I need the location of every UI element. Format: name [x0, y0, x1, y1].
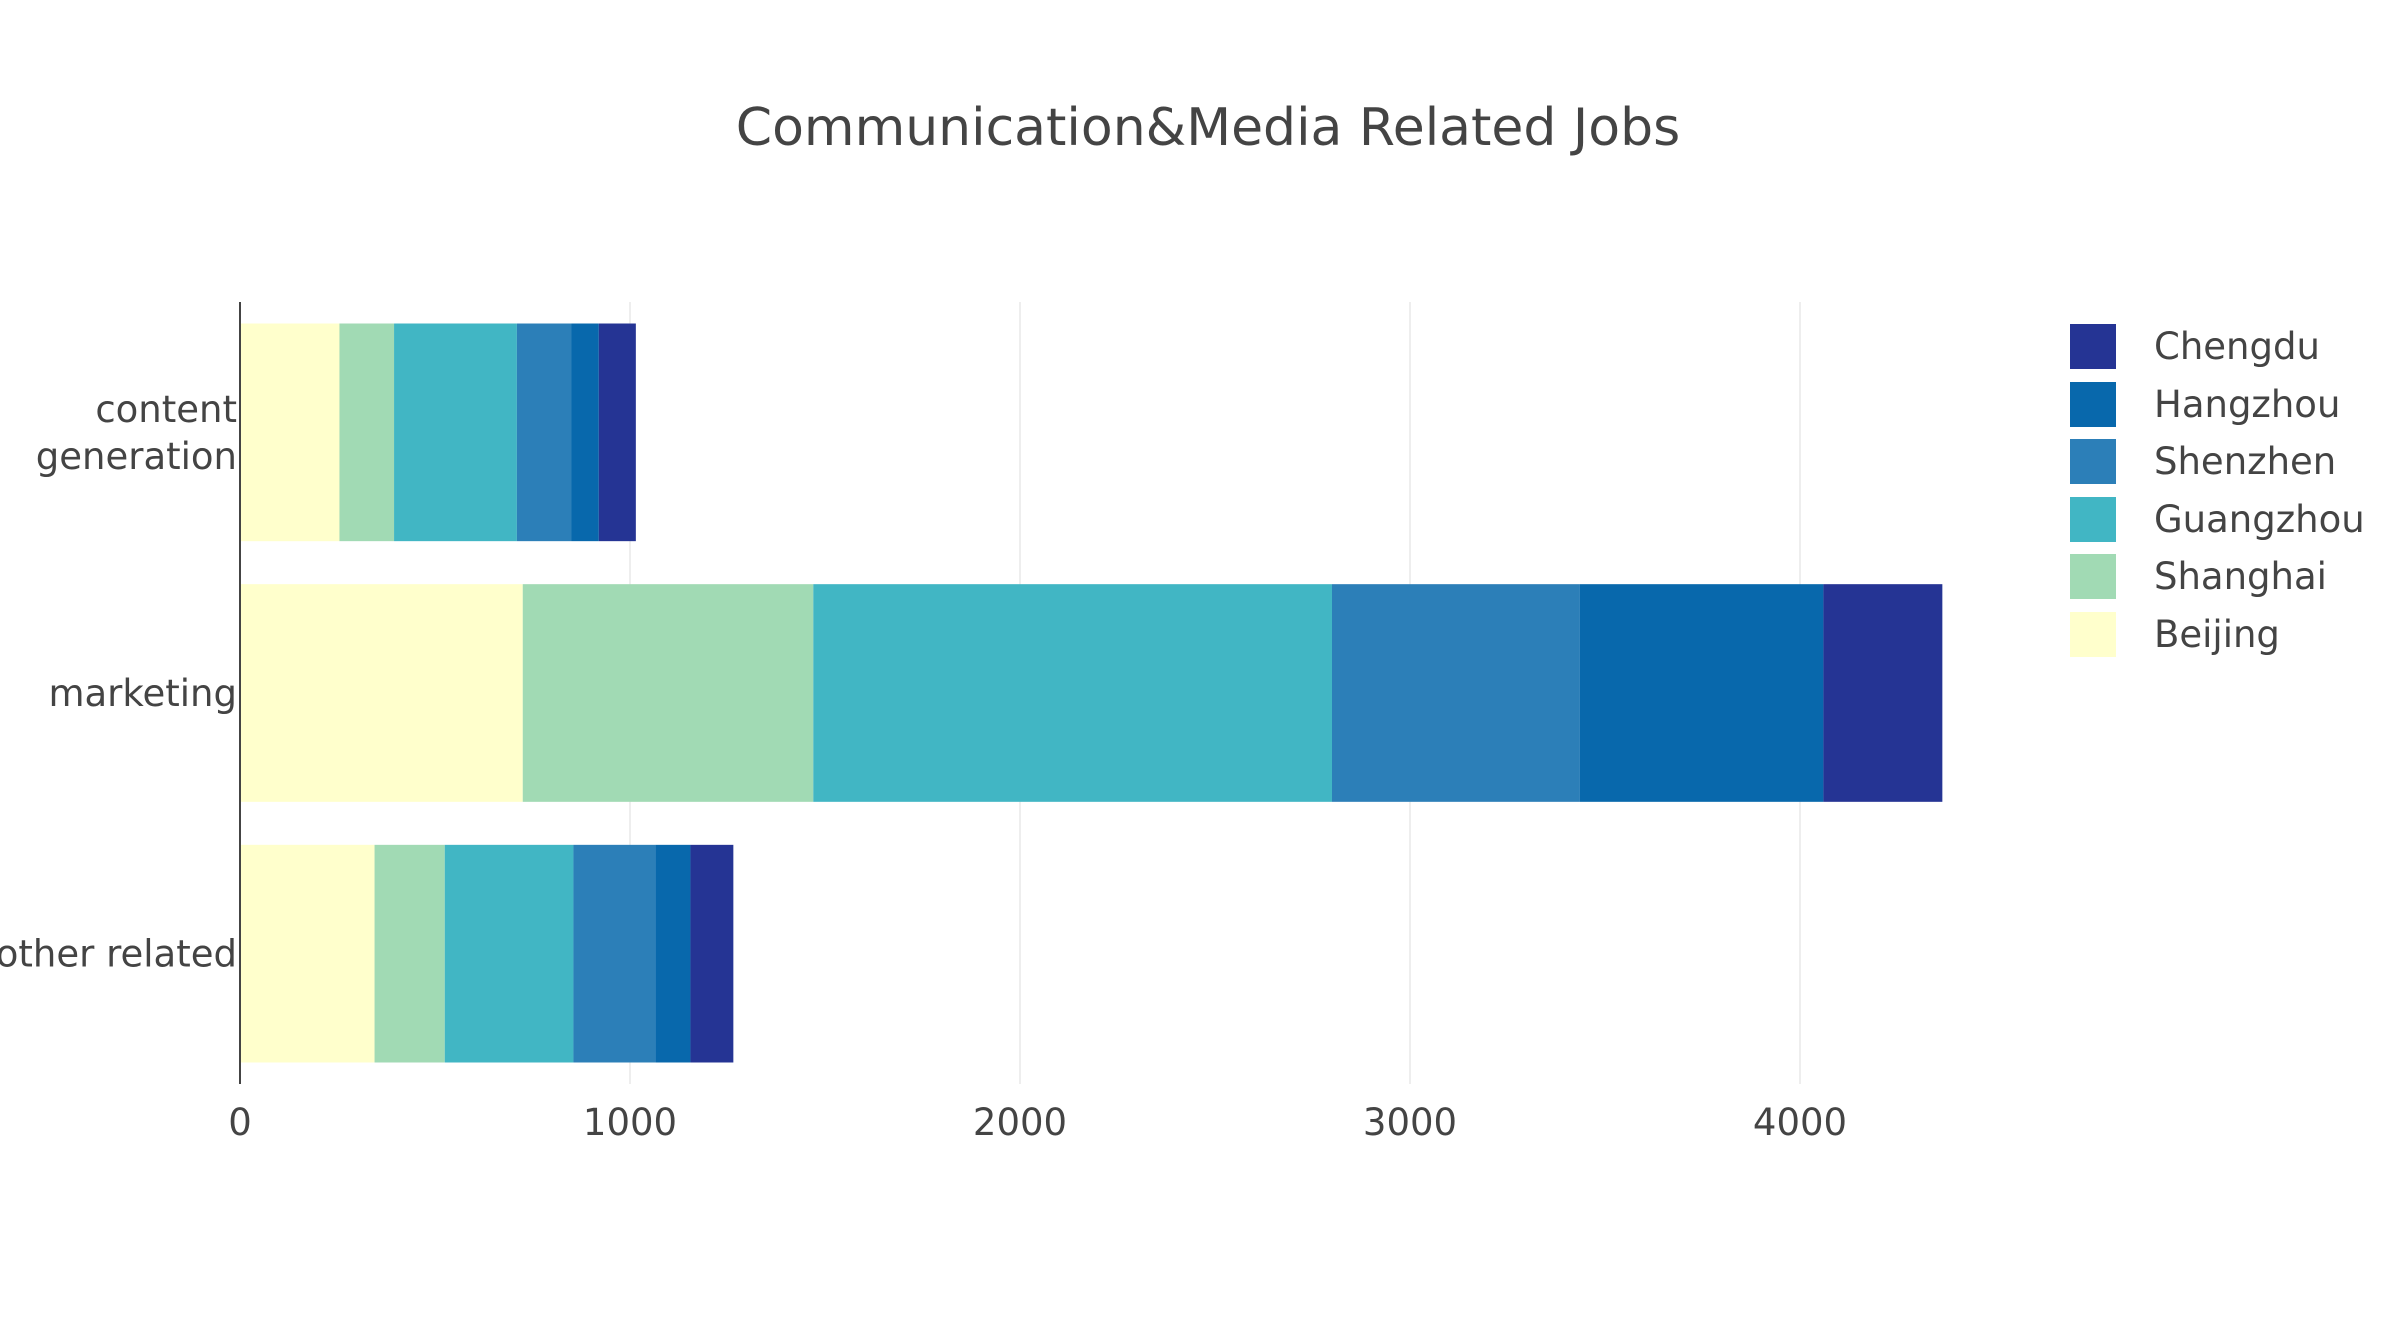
category-label-marketing: marketing [48, 672, 237, 715]
bar-chengdu-content-generation [598, 323, 636, 542]
x-tick-label: 0 [228, 1101, 252, 1144]
category-label-other-related: other related [0, 933, 237, 976]
legend-label: Shanghai [2154, 555, 2327, 599]
legend-item-hangzhou[interactable]: Hangzhou [2070, 376, 2365, 434]
chart-title: Communication&Media Related Jobs [735, 98, 1681, 158]
legend-swatch [2070, 439, 2116, 485]
x-tick-label: 4000 [1753, 1101, 1847, 1144]
bar-shanghai-marketing [522, 584, 814, 802]
bar-shenzhen-marketing [1332, 584, 1580, 802]
legend-label: Chengdu [2154, 325, 2320, 369]
bar-beijing-content-generation [240, 323, 340, 542]
x-tick-label: 1000 [583, 1101, 677, 1144]
legend-label: Hangzhou [2154, 382, 2341, 426]
bar-chengdu-other-related [690, 844, 734, 1063]
bar-beijing-marketing [240, 584, 523, 802]
legend-item-beijing[interactable]: Beijing [2070, 606, 2365, 664]
x-tick-label: 2000 [973, 1101, 1067, 1144]
bar-shenzhen-content-generation [516, 323, 572, 542]
bar-shanghai-content-generation [339, 323, 395, 542]
category-label-content-generation: content generation [36, 388, 237, 478]
legend-item-guangzhou[interactable]: Guangzhou [2070, 491, 2365, 549]
legend-swatch [2070, 324, 2116, 370]
bar-chengdu-marketing [1823, 584, 1943, 802]
legend-swatch [2070, 554, 2116, 600]
legend[interactable]: Chengdu Hangzhou Shenzhen Guangzhou Shanghai… [2070, 318, 2365, 663]
legend-item-shenzhen[interactable]: Shenzhen [2070, 433, 2365, 491]
x-tick-label: 3000 [1363, 1101, 1457, 1144]
bar-shenzhen-other-related [573, 844, 656, 1063]
legend-item-chengdu[interactable]: Chengdu [2070, 318, 2365, 376]
bar-guangzhou-marketing [813, 584, 1332, 802]
bar-shanghai-other-related [374, 844, 445, 1063]
bar-guangzhou-content-generation [394, 323, 517, 542]
bar-hangzhou-content-generation [571, 323, 599, 542]
legend-item-shanghai[interactable]: Shanghai [2070, 548, 2365, 606]
legend-swatch [2070, 381, 2116, 427]
legend-label: Shenzhen [2154, 440, 2337, 484]
bar-hangzhou-other-related [655, 844, 691, 1063]
legend-swatch [2070, 611, 2116, 657]
bar-guangzhou-other-related [444, 844, 574, 1063]
bar-hangzhou-marketing [1579, 584, 1824, 802]
legend-label: Beijing [2154, 612, 2280, 656]
legend-label: Guangzhou [2154, 497, 2365, 541]
bar-beijing-other-related [240, 844, 375, 1063]
legend-swatch [2070, 496, 2116, 542]
